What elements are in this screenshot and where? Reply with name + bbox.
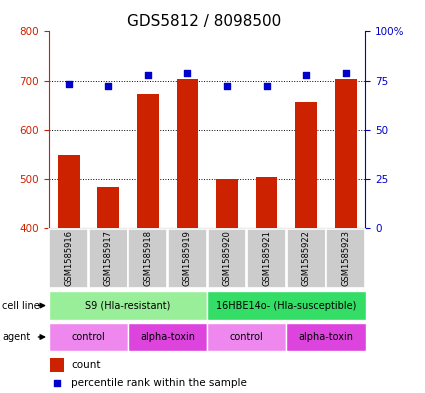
FancyBboxPatch shape xyxy=(207,229,246,288)
Text: control: control xyxy=(230,332,264,342)
Point xyxy=(263,83,270,90)
Point xyxy=(144,72,151,78)
Text: GSM1585917: GSM1585917 xyxy=(104,230,113,286)
Text: count: count xyxy=(71,360,101,370)
Text: 16HBE14o- (Hla-susceptible): 16HBE14o- (Hla-susceptible) xyxy=(216,301,357,310)
FancyBboxPatch shape xyxy=(128,323,207,351)
Bar xyxy=(176,79,198,228)
FancyBboxPatch shape xyxy=(287,229,326,288)
Text: GSM1585919: GSM1585919 xyxy=(183,230,192,286)
Text: agent: agent xyxy=(2,332,30,342)
Text: GSM1585923: GSM1585923 xyxy=(341,230,350,286)
Text: GSM1585918: GSM1585918 xyxy=(143,230,152,286)
Bar xyxy=(50,358,64,372)
Bar xyxy=(295,102,317,228)
FancyBboxPatch shape xyxy=(89,229,128,288)
FancyBboxPatch shape xyxy=(49,323,128,351)
Bar xyxy=(58,155,79,228)
Point xyxy=(303,72,309,78)
Text: GSM1585920: GSM1585920 xyxy=(222,230,232,286)
FancyBboxPatch shape xyxy=(128,229,167,288)
Text: GSM1585922: GSM1585922 xyxy=(302,230,311,286)
FancyBboxPatch shape xyxy=(247,229,286,288)
Point xyxy=(342,70,349,76)
Bar xyxy=(256,177,278,228)
Text: percentile rank within the sample: percentile rank within the sample xyxy=(71,378,247,387)
Bar xyxy=(137,94,159,228)
Text: GSM1585921: GSM1585921 xyxy=(262,230,271,286)
Point xyxy=(105,83,112,90)
Text: cell line: cell line xyxy=(2,301,40,310)
FancyBboxPatch shape xyxy=(286,323,366,351)
Text: alpha-toxin: alpha-toxin xyxy=(140,332,195,342)
Text: alpha-toxin: alpha-toxin xyxy=(298,332,354,342)
Bar xyxy=(216,179,238,228)
FancyBboxPatch shape xyxy=(49,292,207,320)
FancyBboxPatch shape xyxy=(168,229,207,288)
Point xyxy=(224,83,230,90)
Bar xyxy=(97,187,119,228)
Point xyxy=(65,81,72,88)
Text: control: control xyxy=(71,332,105,342)
Text: GSM1585916: GSM1585916 xyxy=(64,230,73,286)
Point xyxy=(54,379,60,386)
FancyBboxPatch shape xyxy=(207,292,366,320)
FancyBboxPatch shape xyxy=(207,323,286,351)
Bar xyxy=(335,79,357,228)
Point xyxy=(184,70,191,76)
FancyBboxPatch shape xyxy=(49,229,88,288)
Text: GDS5812 / 8098500: GDS5812 / 8098500 xyxy=(127,14,281,29)
Text: S9 (Hla-resistant): S9 (Hla-resistant) xyxy=(85,301,171,310)
FancyBboxPatch shape xyxy=(326,229,365,288)
